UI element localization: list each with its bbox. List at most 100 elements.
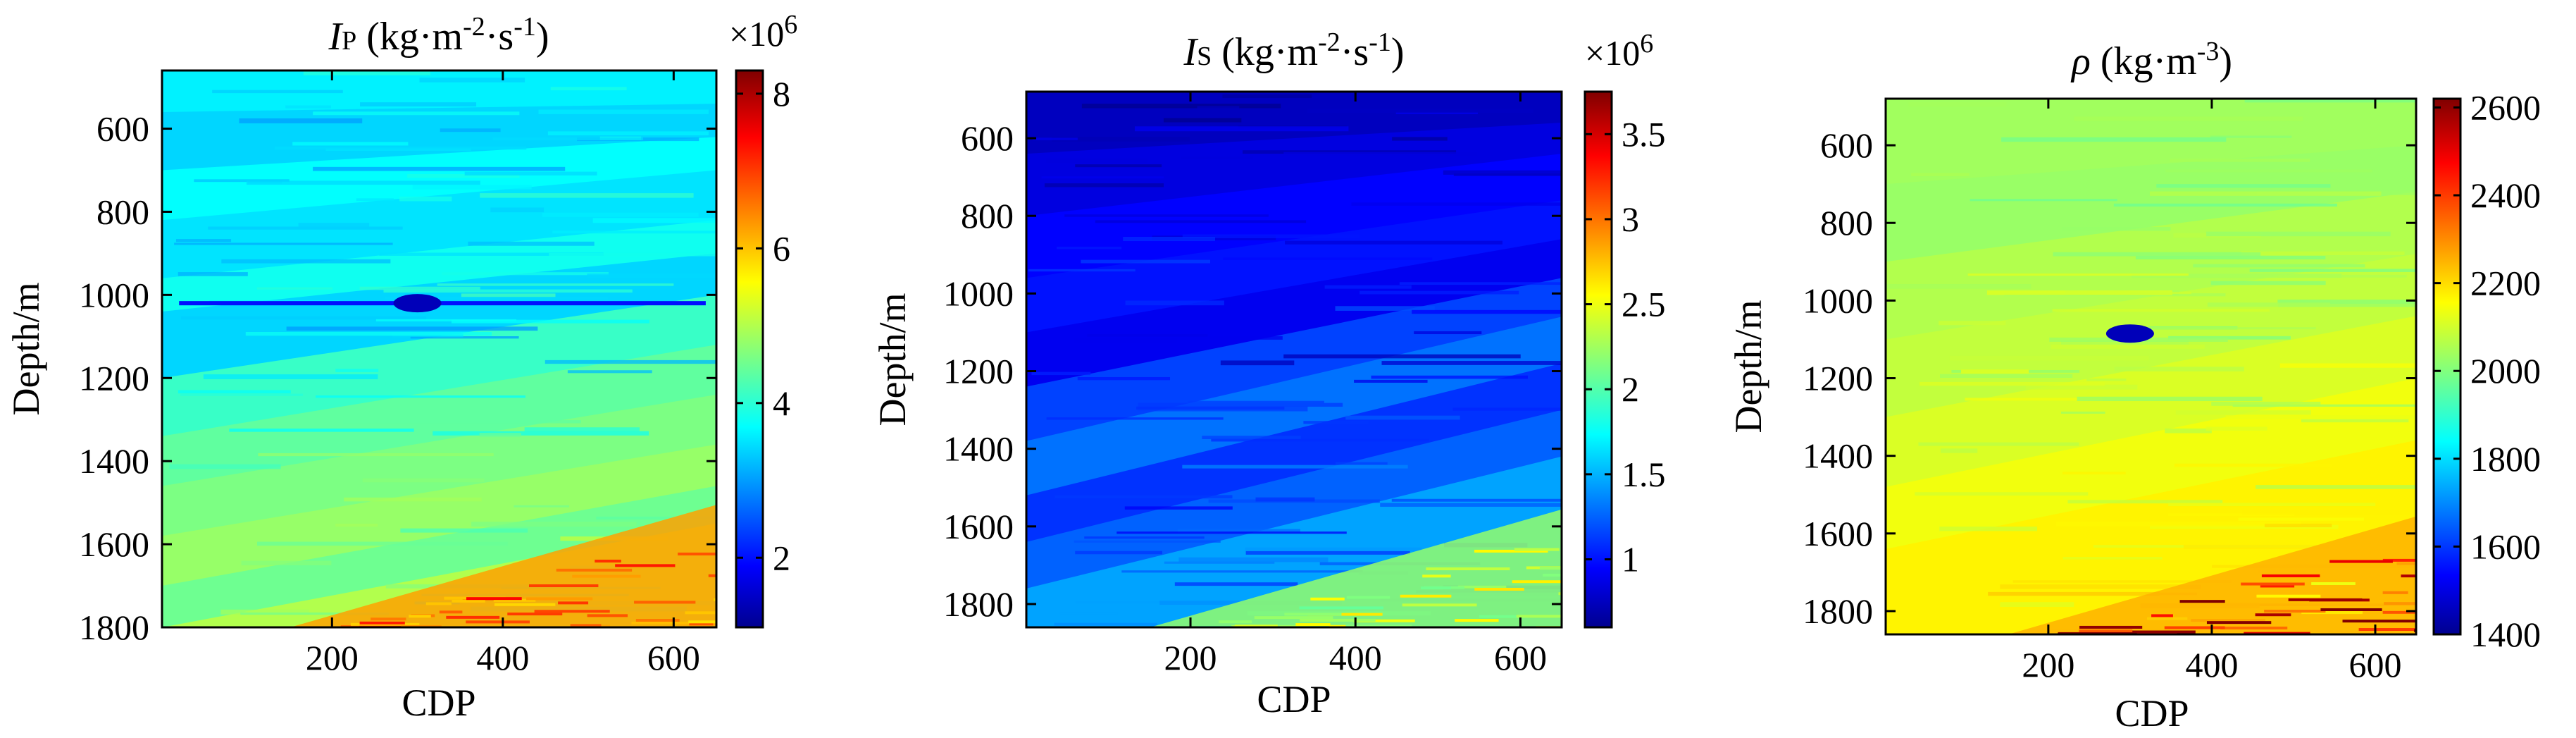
rho-high-streak xyxy=(2079,629,2133,633)
is-colorbar-label: 1.5 xyxy=(1622,455,1666,494)
is-ytick-label: 1000 xyxy=(943,273,1014,313)
ip-striation xyxy=(400,528,528,533)
rho-striation xyxy=(2279,363,2416,368)
ip-striation xyxy=(245,332,492,336)
rho-high-streak xyxy=(2129,630,2196,634)
is-striation xyxy=(1324,285,1412,289)
rho-heatmap xyxy=(1886,99,2416,634)
ip-striation xyxy=(471,522,637,527)
is-high-streak xyxy=(1426,567,1510,570)
rho-striation xyxy=(2053,252,2261,257)
rho-title-sup1: -3 xyxy=(2197,37,2220,66)
rho-high-streak xyxy=(2079,625,2143,629)
rho-striation xyxy=(2062,227,2171,231)
is-colorbar-label: 3.5 xyxy=(1622,114,1666,154)
rho-striation xyxy=(1988,591,2160,596)
ip-thin-layer xyxy=(179,301,706,306)
ip-ytick-label: 1800 xyxy=(79,608,149,647)
is-striation xyxy=(1380,503,1562,507)
is-high-streak xyxy=(1455,619,1499,622)
rho-striation xyxy=(2156,184,2331,188)
ip-high-streak xyxy=(439,610,463,614)
rho-striation xyxy=(2165,428,2212,433)
is-ytick-label: 1800 xyxy=(943,584,1014,624)
ip-striation xyxy=(442,272,609,276)
ip-striation xyxy=(313,111,520,116)
panel-rho: ρ (kg·m-3) 200 400 600 600 800 1000 1200 1400 160… xyxy=(1727,37,2541,734)
is-colorbar: 1 1.5 2 2.5 3 3.5 xyxy=(1583,90,1666,629)
rho-striation xyxy=(2183,544,2329,549)
is-striation xyxy=(1351,202,1562,206)
ip-high-streak xyxy=(558,601,589,605)
rho-xlabel: CDP xyxy=(2115,692,2189,734)
ip-striation xyxy=(298,223,370,227)
ip-striation xyxy=(538,109,709,114)
ip-high-streak xyxy=(466,597,522,601)
ip-high-streak xyxy=(466,620,530,624)
ip-title-unit: (kg·m xyxy=(366,15,463,59)
rho-colorbar-label: 1600 xyxy=(2470,527,2541,566)
rho-xtick-label: 400 xyxy=(2185,645,2238,684)
rho-colorbar-label: 2200 xyxy=(2470,264,2541,303)
rho-ytick-label: 1800 xyxy=(1803,591,1873,631)
is-striation xyxy=(1354,379,1428,383)
ip-striation xyxy=(596,516,716,520)
is-high-streak xyxy=(1329,625,1352,627)
rho-striation xyxy=(2249,269,2416,272)
is-striation xyxy=(1077,376,1171,381)
ip-striation xyxy=(285,105,331,109)
rho-high-streak xyxy=(2396,562,2416,565)
is-striation xyxy=(1202,436,1301,440)
is-xlabel: CDP xyxy=(1257,678,1331,720)
is-high-streak xyxy=(1310,597,1345,601)
rho-striation xyxy=(1915,492,2089,496)
rho-striation xyxy=(2061,340,2189,345)
rho-striation xyxy=(2277,274,2407,278)
is-striation xyxy=(1177,529,1300,533)
rho-striation xyxy=(2086,379,2127,381)
ip-xlabel: CDP xyxy=(402,682,475,724)
is-striation xyxy=(1371,375,1528,379)
rho-striation xyxy=(1886,284,2031,289)
ip-striation xyxy=(542,212,699,217)
rho-striation xyxy=(2206,231,2391,237)
ip-high-streak xyxy=(615,564,676,567)
ip-striation xyxy=(181,316,427,320)
is-striation xyxy=(1054,495,1233,499)
ip-striation xyxy=(360,102,477,107)
rho-striation xyxy=(2000,602,2074,607)
is-title-subscript: S xyxy=(1197,42,1212,71)
is-high-streak xyxy=(1402,603,1477,607)
ip-axes: 200 400 600 600 800 1000 1200 1400 1600 1800 xyxy=(79,70,716,677)
rho-striation xyxy=(2170,159,2310,162)
rho-ytick-label: 1000 xyxy=(1803,281,1873,320)
rho-striation xyxy=(2232,404,2416,407)
ip-striation xyxy=(492,137,644,141)
ip-striation xyxy=(335,523,378,527)
ip-striation xyxy=(229,429,414,432)
ip-title-symbol: I xyxy=(328,15,343,59)
is-striation xyxy=(1041,176,1164,179)
rho-striation xyxy=(1941,448,1978,453)
ip-striation xyxy=(468,241,595,246)
ip-colorbar-label: 8 xyxy=(773,74,790,113)
rho-striation xyxy=(2242,510,2416,515)
ip-striation xyxy=(292,142,409,146)
ip-high-streak xyxy=(528,584,599,588)
ip-striation xyxy=(241,560,332,566)
ip-striation xyxy=(524,427,640,432)
rho-ytick-label: 1600 xyxy=(1803,514,1873,553)
rho-axes: 200 400 600 600 800 1000 1200 1400 1600 1800 xyxy=(1803,99,2416,684)
rho-striation xyxy=(2168,336,2291,340)
rho-high-streak xyxy=(2328,630,2395,634)
rho-anomaly-body xyxy=(2105,324,2154,343)
is-ylabel: Depth/m xyxy=(871,293,914,426)
ip-high-streak xyxy=(708,574,716,577)
rho-ytick-label: 800 xyxy=(1820,203,1873,242)
is-striation xyxy=(1052,137,1190,142)
ip-high-streak xyxy=(556,568,633,572)
ip-high-streak xyxy=(494,603,556,606)
is-colorbar-label: 3 xyxy=(1622,199,1639,239)
rho-striation xyxy=(2278,303,2416,307)
is-ytick-label: 600 xyxy=(961,118,1014,158)
